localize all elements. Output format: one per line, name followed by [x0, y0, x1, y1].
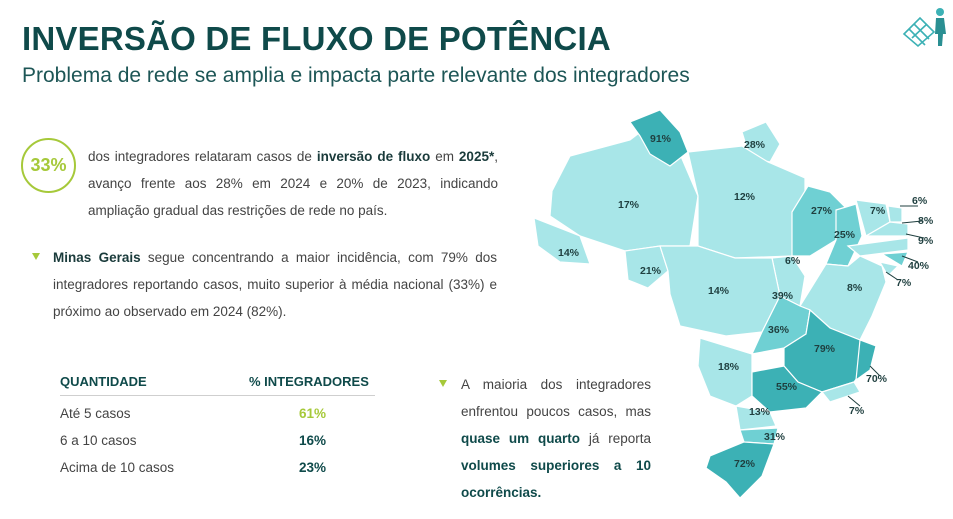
label-ro: 21% [640, 265, 662, 277]
row-value: 61% [299, 406, 327, 421]
state-es [855, 339, 877, 382]
state-pe [846, 237, 909, 257]
label-df: 36% [768, 324, 790, 336]
table-header-quantity: QUANTIDADE [60, 374, 147, 389]
bullet-icon [439, 380, 447, 387]
state-rj [820, 381, 861, 403]
row-label: Até 5 casos [60, 406, 131, 421]
national-percentage-badge: 33% [21, 138, 76, 193]
label-am: 17% [618, 199, 640, 211]
row-value: 16% [299, 433, 327, 448]
national-summary-text: dos integradores relataram casos de inve… [88, 149, 498, 218]
label-ac: 14% [558, 247, 580, 259]
label-sc: 31% [764, 431, 786, 443]
label-rj: 7% [849, 405, 865, 417]
label-pr: 13% [749, 406, 771, 418]
label-ap: 28% [744, 139, 766, 151]
state-rs [705, 441, 775, 499]
label-rn: 6% [912, 195, 928, 207]
label-sp: 55% [776, 381, 798, 393]
state-se [878, 261, 900, 277]
label-rs: 72% [734, 458, 756, 470]
state-pr [735, 405, 777, 431]
page-subtitle: Problema de rede se amplia e impacta par… [22, 64, 690, 87]
table-row: Acima de 10 casos 23% [60, 454, 375, 481]
label-se: 7% [896, 277, 912, 289]
state-ac [533, 217, 591, 265]
table-row: Até 5 casos 61% [60, 400, 375, 427]
solar-installer-icon [902, 8, 946, 48]
label-mg: 79% [814, 343, 836, 355]
label-ce: 7% [870, 205, 886, 217]
state-pb [863, 221, 909, 237]
label-ba: 8% [847, 282, 863, 294]
minas-gerais-text: Minas Gerais segue concentrando a maior … [53, 250, 497, 319]
label-al: 40% [908, 260, 930, 272]
cases-table: QUANTIDADE % INTEGRADORES Até 5 casos 61… [60, 374, 375, 481]
label-pb: 8% [918, 215, 934, 227]
label-go: 39% [772, 290, 794, 302]
label-rr: 91% [650, 133, 672, 145]
label-es: 70% [866, 373, 888, 385]
row-value: 23% [299, 460, 327, 475]
label-pe: 9% [918, 235, 934, 247]
state-sp [751, 365, 824, 413]
label-to: 6% [785, 255, 801, 267]
table-header-percent: % INTEGRADORES [249, 374, 369, 389]
page-title: INVERSÃO DE FLUXO DE POTÊNCIA [22, 20, 611, 57]
state-ro [624, 245, 669, 289]
state-rr [629, 109, 689, 167]
row-label: 6 a 10 casos [60, 433, 137, 448]
table-row: 6 a 10 casos 16% [60, 427, 375, 454]
label-ms: 18% [718, 361, 740, 373]
cases-note-text: A maioria dos integradores enfrentou pou… [461, 377, 651, 500]
table-header: QUANTIDADE % INTEGRADORES [60, 374, 375, 396]
label-ma: 27% [811, 205, 833, 217]
bullet-icon [32, 253, 40, 260]
state-rn [887, 205, 903, 223]
label-mt: 14% [708, 285, 730, 297]
label-pi: 25% [834, 229, 856, 241]
row-label: Acima de 10 casos [60, 460, 175, 475]
label-pa: 12% [734, 191, 756, 203]
brazil-map: 91% 28% 17% 12% 27% 25% 7% 6% 8% 9% 40% … [533, 109, 934, 499]
state-al [880, 251, 909, 267]
